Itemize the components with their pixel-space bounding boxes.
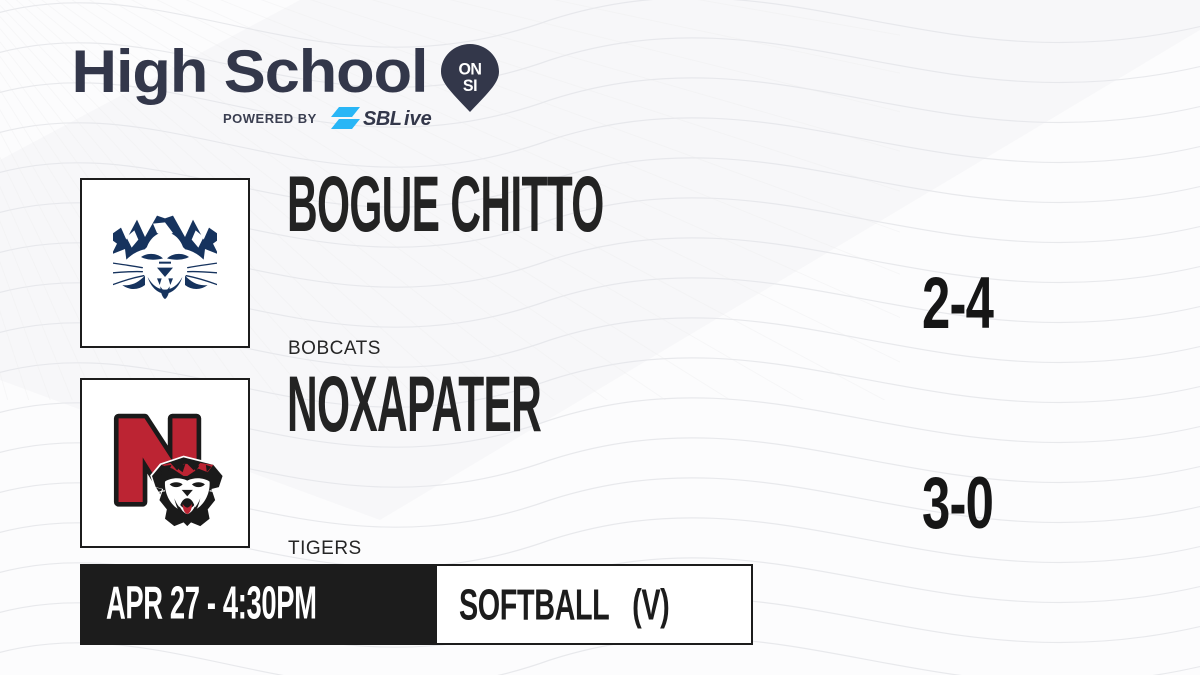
svg-text:SBL: SBL — [363, 108, 402, 130]
svg-text:ON: ON — [458, 60, 481, 78]
svg-text:ive: ive — [404, 108, 432, 130]
svg-text:SI: SI — [463, 77, 477, 95]
